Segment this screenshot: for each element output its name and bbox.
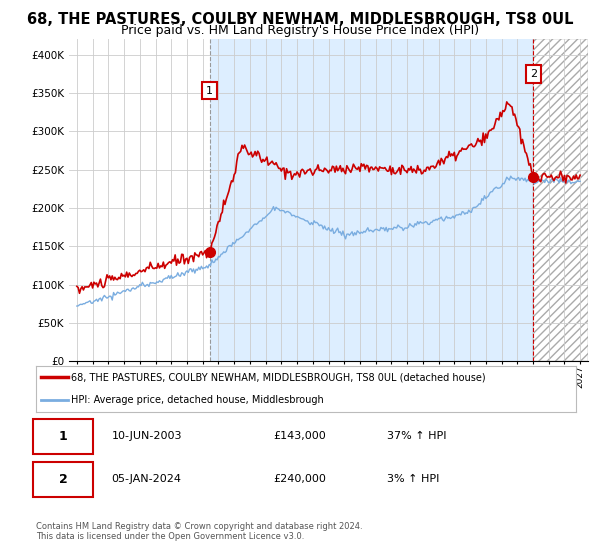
Bar	[533, 39, 588, 361]
Text: Price paid vs. HM Land Registry's House Price Index (HPI): Price paid vs. HM Land Registry's House …	[121, 24, 479, 36]
Text: 2: 2	[59, 473, 67, 486]
Text: 68, THE PASTURES, COULBY NEWHAM, MIDDLESBROUGH, TS8 0UL: 68, THE PASTURES, COULBY NEWHAM, MIDDLES…	[27, 12, 573, 27]
Text: £143,000: £143,000	[274, 431, 326, 441]
Text: 68, THE PASTURES, COULBY NEWHAM, MIDDLESBROUGH, TS8 0UL (detached house): 68, THE PASTURES, COULBY NEWHAM, MIDDLES…	[71, 372, 486, 382]
Text: 3% ↑ HPI: 3% ↑ HPI	[387, 474, 439, 484]
Text: 05-JAN-2024: 05-JAN-2024	[112, 474, 182, 484]
Text: Contains HM Land Registry data © Crown copyright and database right 2024.: Contains HM Land Registry data © Crown c…	[36, 522, 362, 531]
Text: 1: 1	[206, 86, 213, 96]
Text: 2: 2	[530, 69, 537, 79]
Text: This data is licensed under the Open Government Licence v3.0.: This data is licensed under the Open Gov…	[36, 532, 304, 541]
Text: HPI: Average price, detached house, Middlesbrough: HPI: Average price, detached house, Midd…	[71, 395, 324, 405]
Text: 1: 1	[59, 430, 67, 443]
Text: 10-JUN-2003: 10-JUN-2003	[112, 431, 182, 441]
FancyBboxPatch shape	[34, 419, 92, 454]
Text: £240,000: £240,000	[274, 474, 326, 484]
FancyBboxPatch shape	[34, 462, 92, 497]
Bar	[209, 39, 533, 361]
Text: 37% ↑ HPI: 37% ↑ HPI	[387, 431, 446, 441]
Bar	[533, 39, 588, 361]
